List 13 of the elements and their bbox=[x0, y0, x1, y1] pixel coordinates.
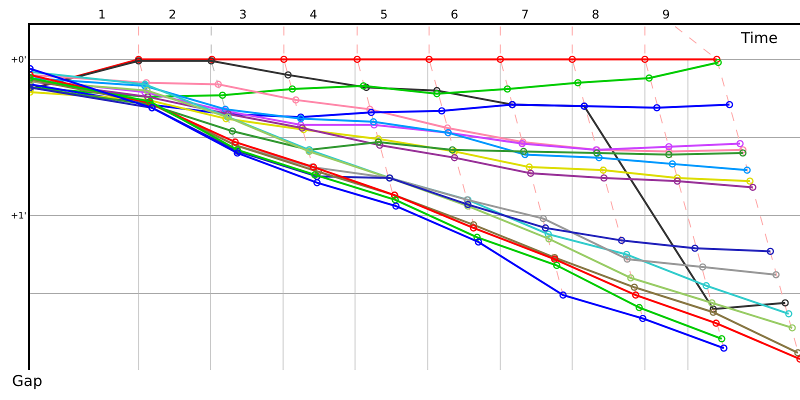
x-tick-label: 6 bbox=[450, 7, 458, 22]
x-axis-title: Time bbox=[740, 29, 778, 47]
x-tick-label: 5 bbox=[380, 7, 388, 22]
y-tick-label: +0' bbox=[10, 55, 26, 66]
x-tick-label: 2 bbox=[168, 7, 176, 22]
x-tick-label: 8 bbox=[592, 7, 600, 22]
x-tick-label: 9 bbox=[662, 7, 670, 22]
x-tick-label: 4 bbox=[310, 7, 318, 22]
x-tick-label: 7 bbox=[521, 7, 529, 22]
y-tick-label: +1' bbox=[10, 212, 26, 222]
x-tick-label: 1 bbox=[98, 7, 106, 22]
x-tick-label: 3 bbox=[239, 7, 247, 22]
y-axis-title: Gap bbox=[12, 372, 42, 390]
